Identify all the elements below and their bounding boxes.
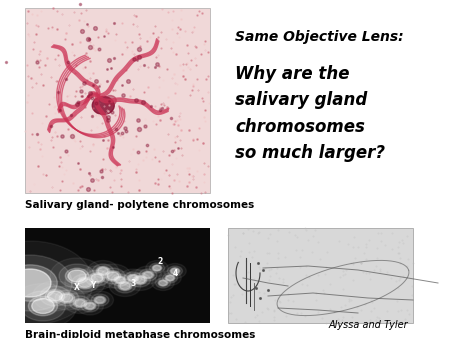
Ellipse shape [0,255,72,311]
Ellipse shape [21,291,66,321]
Ellipse shape [49,286,85,310]
Ellipse shape [107,272,119,280]
Ellipse shape [133,275,147,285]
Ellipse shape [59,293,75,303]
Ellipse shape [69,296,90,310]
Ellipse shape [118,282,132,291]
Ellipse shape [124,272,142,284]
Ellipse shape [153,266,161,270]
Ellipse shape [111,274,129,286]
Ellipse shape [72,274,99,292]
Text: Y: Y [90,281,96,290]
Ellipse shape [104,96,116,105]
Ellipse shape [107,271,134,289]
Ellipse shape [120,269,147,287]
Ellipse shape [144,272,153,278]
Ellipse shape [166,275,174,281]
Text: Alyssa and Tyler: Alyssa and Tyler [328,320,408,330]
Ellipse shape [65,269,105,296]
Ellipse shape [73,298,87,308]
Ellipse shape [91,274,103,282]
Ellipse shape [76,277,94,289]
Ellipse shape [135,266,162,284]
Ellipse shape [65,268,89,284]
Text: Same Objective Lens:: Same Objective Lens: [235,30,404,44]
Ellipse shape [64,292,96,314]
Text: Salivary gland- polytene chromosomes: Salivary gland- polytene chromosomes [25,200,254,210]
Ellipse shape [78,279,92,288]
Ellipse shape [109,275,141,296]
Ellipse shape [101,268,125,284]
Ellipse shape [129,275,138,281]
Ellipse shape [130,273,150,287]
Ellipse shape [167,266,183,276]
Ellipse shape [68,270,86,282]
Text: Why are the
salivary gland
chromosomes
so much larger?: Why are the salivary gland chromosomes s… [235,65,385,162]
Ellipse shape [84,302,96,310]
Ellipse shape [162,273,177,283]
Ellipse shape [55,290,79,306]
Ellipse shape [50,258,104,294]
Ellipse shape [32,298,54,314]
Ellipse shape [158,280,168,286]
Ellipse shape [171,268,179,273]
Text: X: X [74,283,80,291]
Ellipse shape [87,261,119,282]
Ellipse shape [164,264,186,279]
Ellipse shape [94,296,106,304]
Ellipse shape [91,294,109,306]
Ellipse shape [45,290,65,303]
Ellipse shape [152,265,162,271]
Ellipse shape [120,283,130,290]
Ellipse shape [9,269,51,297]
Ellipse shape [85,270,109,286]
Ellipse shape [124,269,156,290]
Bar [228,228,413,323]
Ellipse shape [98,267,108,274]
Ellipse shape [139,269,157,281]
Ellipse shape [95,264,131,288]
Ellipse shape [76,297,104,315]
Ellipse shape [3,265,57,301]
Bar [25,228,210,323]
Ellipse shape [79,266,115,290]
Text: Brain-diploid metaphase chromosomes: Brain-diploid metaphase chromosomes [25,330,256,338]
Ellipse shape [127,274,139,282]
Ellipse shape [149,263,165,273]
Ellipse shape [40,286,70,306]
Text: 4: 4 [172,268,178,277]
Ellipse shape [156,278,171,288]
Ellipse shape [89,273,105,283]
Ellipse shape [81,300,99,312]
Text: 2: 2 [158,257,162,266]
Ellipse shape [9,284,77,329]
Ellipse shape [114,276,126,284]
Ellipse shape [114,279,135,293]
Ellipse shape [96,266,110,275]
Ellipse shape [86,303,94,309]
Ellipse shape [152,275,174,290]
Ellipse shape [165,275,175,281]
Ellipse shape [146,261,168,275]
Ellipse shape [93,264,113,278]
Ellipse shape [32,281,77,311]
Ellipse shape [61,294,73,302]
Text: 3: 3 [130,279,135,288]
Ellipse shape [135,276,145,284]
Ellipse shape [28,296,58,316]
Ellipse shape [95,297,104,303]
Ellipse shape [92,97,114,115]
Ellipse shape [170,268,180,274]
Ellipse shape [159,270,181,286]
Ellipse shape [105,271,121,281]
Ellipse shape [142,271,154,279]
Ellipse shape [116,277,125,283]
Ellipse shape [86,291,113,309]
Ellipse shape [48,291,63,301]
Ellipse shape [59,264,95,288]
Ellipse shape [159,281,167,286]
Ellipse shape [75,299,85,307]
Bar [25,8,210,193]
Ellipse shape [0,241,93,325]
